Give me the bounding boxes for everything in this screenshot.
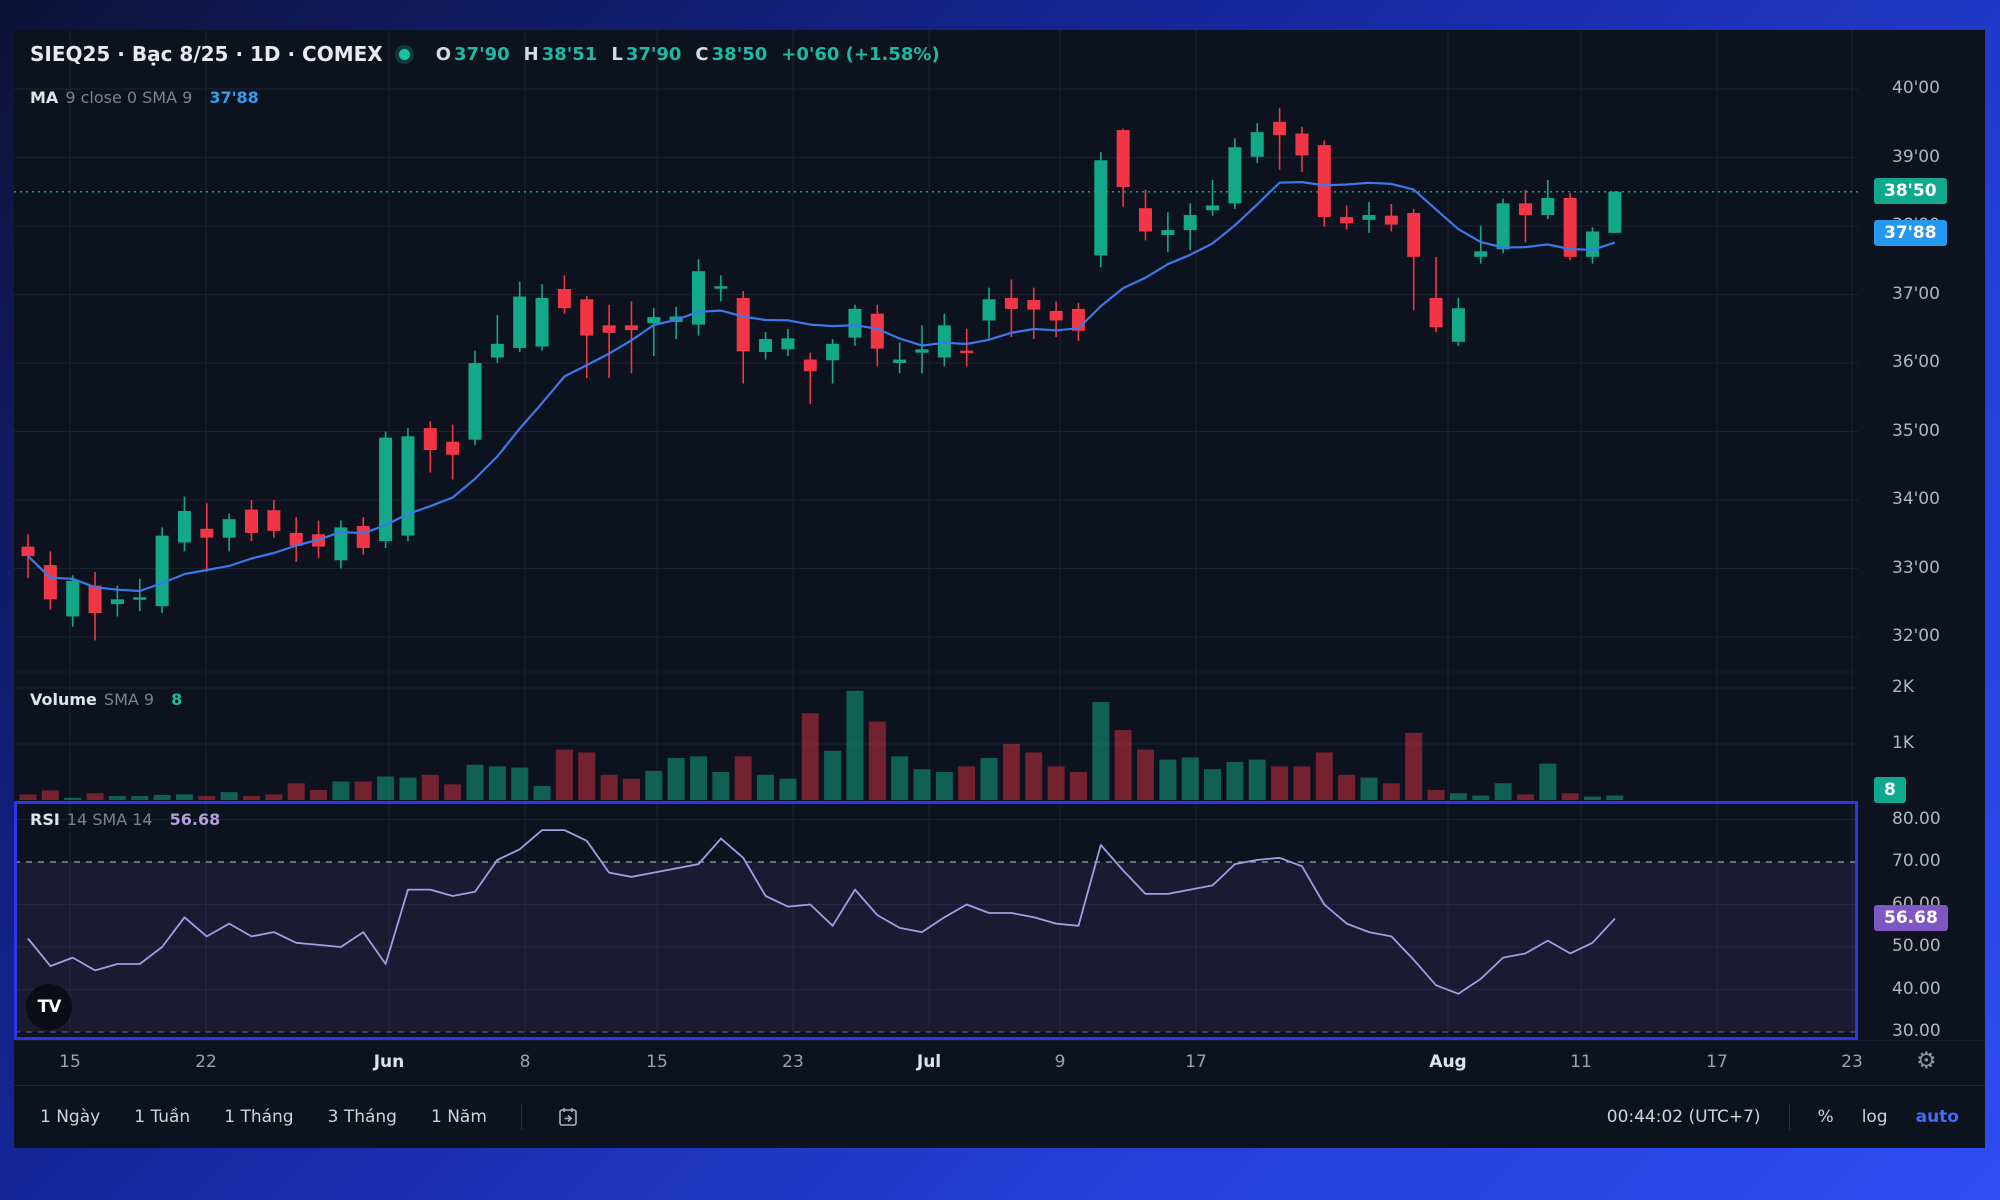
low-label: L (611, 43, 623, 65)
price-tick-36'00: 36'00 (1892, 352, 1940, 372)
ma-legend[interactable]: MA 9 close 0 SMA 9 37'88 (30, 88, 259, 107)
volume-badge: 8 (1874, 777, 1906, 803)
go-to-date-icon[interactable] (556, 1105, 580, 1129)
time-tick-15: 15 (59, 1052, 81, 1072)
time-tick-22: 22 (195, 1052, 217, 1072)
bottom-toolbar: 1 Ngày 1 Tuần 1 Tháng 3 Tháng 1 Năm 00:4… (14, 1085, 1985, 1148)
time-tick-8: 8 (519, 1052, 531, 1072)
gear-icon[interactable]: ⚙ (1916, 1048, 1937, 1074)
time-tick-15: 15 (646, 1052, 668, 1072)
low-value: 37'90 (625, 43, 682, 65)
volume-legend[interactable]: Volume SMA 9 8 (30, 690, 182, 709)
clock[interactable]: 00:44:02 (UTC+7) (1606, 1107, 1761, 1127)
ma-params: 9 close 0 SMA 9 (65, 88, 193, 107)
volume-tick-2K: 2K (1892, 677, 1914, 697)
ma-name: MA (30, 88, 59, 107)
rsi-tick-80.00: 80.00 (1892, 808, 1941, 829)
price-tick-37'00: 37'00 (1892, 283, 1940, 304)
price-tick-32'00: 32'00 (1892, 626, 1940, 646)
toolbar-divider (520, 1104, 522, 1130)
rsi-legend[interactable]: RSI 14 SMA 14 56.68 (30, 810, 220, 829)
tradingview-logo[interactable]: TV (26, 984, 72, 1030)
timeframe-1-week[interactable]: 1 Tuần (134, 1107, 191, 1127)
rsi-params: 14 SMA 14 (66, 810, 153, 829)
volume-params: SMA 9 (103, 690, 155, 709)
open-label: O (435, 43, 452, 65)
close-value: 38'50 (711, 43, 768, 65)
percent-scale-button[interactable]: % (1817, 1107, 1834, 1127)
timeframe-1-year[interactable]: 1 Năm (430, 1107, 487, 1127)
symbol-title[interactable]: SIEQ25 · Bạc 8/25 · 1D · COMEX (30, 42, 383, 66)
ma-price-badge: 37'88 (1874, 220, 1947, 247)
time-tick-Jul: Jul (916, 1052, 942, 1072)
rsi-tick-40.00: 40.00 (1892, 978, 1941, 999)
price-scale[interactable]: 40'0039'0038'0037'0036'0035'0034'0033'00… (1858, 30, 1985, 1041)
rsi-tick-30.00: 30.00 (1892, 1021, 1941, 1041)
rsi-name: RSI (30, 810, 60, 829)
open-value: 37'90 (454, 43, 510, 65)
rsi-value: 56.68 (169, 810, 221, 829)
high-label: H (523, 43, 539, 65)
volume-tick-1K: 1K (1892, 733, 1914, 753)
price-tick-40'00: 40'00 (1892, 78, 1940, 98)
time-tick-9: 9 (1054, 1052, 1066, 1072)
axis-settings-group: 00:44:02 (UTC+7) % log auto (1607, 1104, 1959, 1130)
time-axis[interactable]: 15 22 Jun 8 15 23 Jul 9 17 Aug 11 17 23 ⚙ (14, 1040, 1985, 1086)
toolbar-divider-right (1788, 1104, 1790, 1130)
volume-value: 8 (171, 690, 183, 709)
timeframe-1-day[interactable]: 1 Ngày (40, 1107, 101, 1127)
chart-canvas[interactable] (14, 30, 1858, 1040)
time-tick-17: 17 (1706, 1052, 1728, 1072)
price-tick-34'00: 34'00 (1892, 489, 1940, 509)
timeframe-3-months[interactable]: 3 Tháng (327, 1107, 397, 1127)
rsi-tick-70.00: 70.00 (1892, 851, 1941, 871)
timeframe-1-month[interactable]: 1 Tháng (224, 1107, 294, 1127)
time-tick-Aug: Aug (1429, 1052, 1467, 1072)
time-tick-17: 17 (1185, 1052, 1207, 1072)
change-value: +0'60 (+1.58%) (781, 43, 940, 65)
time-tick-Jun: Jun (373, 1052, 405, 1072)
ma-value: 37'88 (209, 88, 259, 107)
time-tick-23: 23 (782, 1052, 804, 1072)
last-price-badge: 38'50 (1874, 177, 1947, 204)
auto-scale-button[interactable]: auto (1915, 1107, 1959, 1127)
timeframe-group: 1 Ngày 1 Tuần 1 Tháng 3 Tháng 1 Năm (40, 1104, 580, 1130)
rsi-tick-50.00: 50.00 (1892, 936, 1941, 956)
time-tick-23: 23 (1841, 1052, 1863, 1072)
close-label: C (695, 43, 709, 65)
price-tick-39'00: 39'00 (1892, 146, 1940, 167)
log-scale-button[interactable]: log (1861, 1107, 1888, 1127)
market-status-icon[interactable] (398, 48, 410, 60)
rsi-value-badge: 56.68 (1874, 904, 1948, 931)
ohlc-values: O 37'90 H 38'51 L 37'90 C 38'50 +0'60 (+1.58… (436, 44, 940, 65)
volume-name: Volume (30, 690, 97, 709)
price-tick-33'00: 33'00 (1892, 557, 1940, 578)
high-value: 38'51 (541, 43, 598, 65)
price-tick-35'00: 35'00 (1892, 420, 1940, 441)
time-tick-11: 11 (1570, 1052, 1592, 1072)
